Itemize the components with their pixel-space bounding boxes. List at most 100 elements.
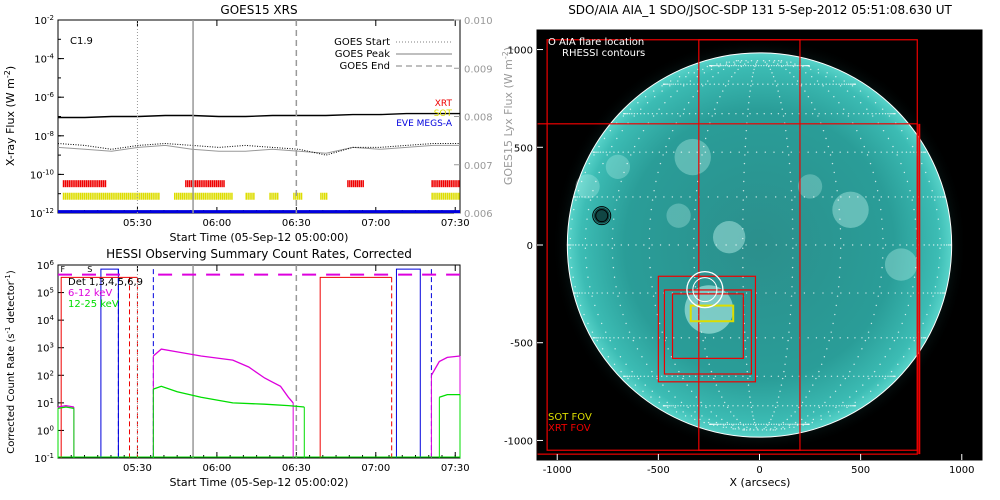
- hessi-ytick-label: 103: [37, 342, 54, 355]
- hessi-xtick-label: 07:30: [441, 463, 470, 474]
- goes-coverage-stripe: [146, 192, 149, 200]
- grid-dot: [627, 337, 630, 339]
- grid-dot: [594, 337, 596, 339]
- grid-dot: [739, 61, 742, 63]
- grid-dot: [835, 180, 837, 183]
- grid-dot: [721, 337, 723, 339]
- grid-dot: [587, 292, 590, 294]
- goes-ytick-label: 10-4: [34, 53, 54, 66]
- grid-dot: [867, 375, 869, 377]
- grid-dot: [836, 113, 839, 115]
- grid-dot: [765, 423, 768, 426]
- grid-dot: [786, 137, 788, 140]
- goes-xtick-label: 05:30: [123, 218, 152, 229]
- grid-dot: [900, 162, 902, 165]
- grid-dot: [756, 113, 758, 115]
- grid-dot: [835, 304, 837, 307]
- grid-dot: [771, 415, 774, 417]
- grid-dot: [763, 428, 765, 430]
- grid-dot: [599, 151, 602, 153]
- grid-dot: [920, 337, 923, 339]
- grid-dot: [847, 113, 850, 115]
- grid-dot: [593, 337, 595, 339]
- grid-dot: [752, 405, 754, 407]
- grid-dot: [602, 337, 604, 339]
- grid-dot: [878, 199, 881, 201]
- grid-dot: [823, 151, 826, 153]
- hessi-series-line: [439, 393, 460, 398]
- goes-coverage-stripe: [253, 192, 255, 200]
- goes-xlabel: Start Time (05-Sep-12 05:00:00): [170, 231, 349, 244]
- grid-dot: [570, 228, 572, 230]
- grid-dot: [742, 83, 744, 85]
- grid-dot: [777, 113, 780, 115]
- grid-dot: [831, 151, 834, 153]
- grid-dot: [716, 64, 719, 67]
- grid-dot: [763, 113, 765, 115]
- goes-y2tick-label: 0.006: [464, 209, 493, 220]
- grid-dot: [607, 244, 609, 246]
- hessi-interval-blue: [395, 268, 421, 458]
- grid-dot: [569, 237, 572, 240]
- grid-dot: [805, 244, 807, 246]
- grid-dot: [798, 406, 800, 409]
- goes-coverage-stripe: [125, 192, 128, 200]
- grid-dot: [805, 405, 807, 407]
- grid-dot: [830, 375, 833, 377]
- grid-dot: [796, 423, 799, 426]
- grid-dot: [832, 405, 834, 407]
- grid-dot: [687, 72, 690, 74]
- goes-coverage-stripe: [439, 180, 441, 188]
- grid-dot: [674, 363, 676, 366]
- grid-dot: [666, 113, 668, 115]
- fov-box-xrt: [671, 293, 744, 359]
- grid-dot: [849, 396, 851, 398]
- heliographic-grid: [566, 60, 952, 431]
- grid-dot: [790, 61, 792, 63]
- grid-dot: [796, 80, 799, 82]
- grid-dot: [790, 295, 793, 297]
- grid-dot: [719, 96, 721, 98]
- grid-dot: [708, 363, 710, 366]
- grid-dot: [738, 337, 740, 339]
- grid-dot: [682, 113, 685, 115]
- grid-dot: [686, 405, 688, 407]
- grid-dot: [814, 108, 816, 110]
- hessi-series-line: [57, 404, 75, 408]
- grid-dot: [639, 196, 641, 198]
- grid-dot: [805, 396, 807, 398]
- grid-dot: [755, 244, 757, 246]
- grid-dot: [777, 405, 779, 407]
- grid-dot: [822, 196, 824, 198]
- grid-dot: [742, 208, 744, 211]
- grid-dot: [937, 218, 940, 220]
- grid-dot: [773, 151, 775, 153]
- grid-dot: [733, 415, 735, 417]
- grid-dot: [697, 83, 699, 85]
- grid-dot: [803, 292, 806, 294]
- grid-dot: [658, 337, 661, 339]
- grid-dot: [832, 80, 835, 82]
- grid-dot: [630, 154, 632, 156]
- grid-dot: [670, 405, 672, 407]
- grid-dot: [905, 337, 908, 339]
- grid-dot: [677, 80, 679, 82]
- grid-dot: [796, 64, 799, 67]
- grid-dot: [925, 171, 927, 174]
- grid-dot: [742, 257, 744, 259]
- grid-dot: [571, 218, 573, 220]
- grid-dot: [776, 401, 778, 404]
- grid-dot: [661, 85, 663, 87]
- grid-dot: [832, 83, 834, 85]
- grid-dot: [574, 292, 577, 294]
- grid-dot: [752, 415, 754, 417]
- grid-dot: [913, 337, 915, 339]
- hessi-title: HESSI Observing Summary Count Rates, Cor…: [106, 247, 412, 261]
- grid-dot: [768, 64, 770, 67]
- grid-dot: [658, 151, 661, 153]
- grid-dot: [612, 228, 614, 230]
- grid-dot: [869, 162, 872, 165]
- grid-dot: [828, 339, 830, 342]
- grid-dot: [636, 375, 639, 377]
- grid-dot: [695, 396, 697, 398]
